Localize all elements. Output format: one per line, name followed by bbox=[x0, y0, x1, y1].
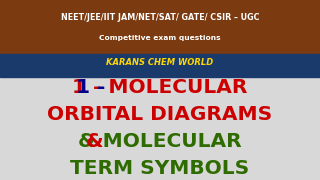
Text: KARANS CHEM WORLD: KARANS CHEM WORLD bbox=[106, 58, 214, 67]
Text: Competitive exam questions: Competitive exam questions bbox=[99, 35, 221, 41]
Text: &: & bbox=[86, 132, 110, 151]
Bar bbox=[0, 0, 320, 54]
Bar bbox=[0, 54, 320, 76]
Text: ORBITAL DIAGRAMS: ORBITAL DIAGRAMS bbox=[47, 105, 273, 124]
Text: & MOLECULAR: & MOLECULAR bbox=[78, 132, 242, 151]
Text: 1 -: 1 - bbox=[76, 78, 113, 97]
Text: TERM SYMBOLS: TERM SYMBOLS bbox=[70, 159, 250, 178]
Text: NEET/JEE/IIT JAM/NET/SAT/ GATE/ CSIR – UGC: NEET/JEE/IIT JAM/NET/SAT/ GATE/ CSIR – U… bbox=[61, 14, 259, 22]
Text: 1 - MOLECULAR: 1 - MOLECULAR bbox=[72, 78, 248, 97]
